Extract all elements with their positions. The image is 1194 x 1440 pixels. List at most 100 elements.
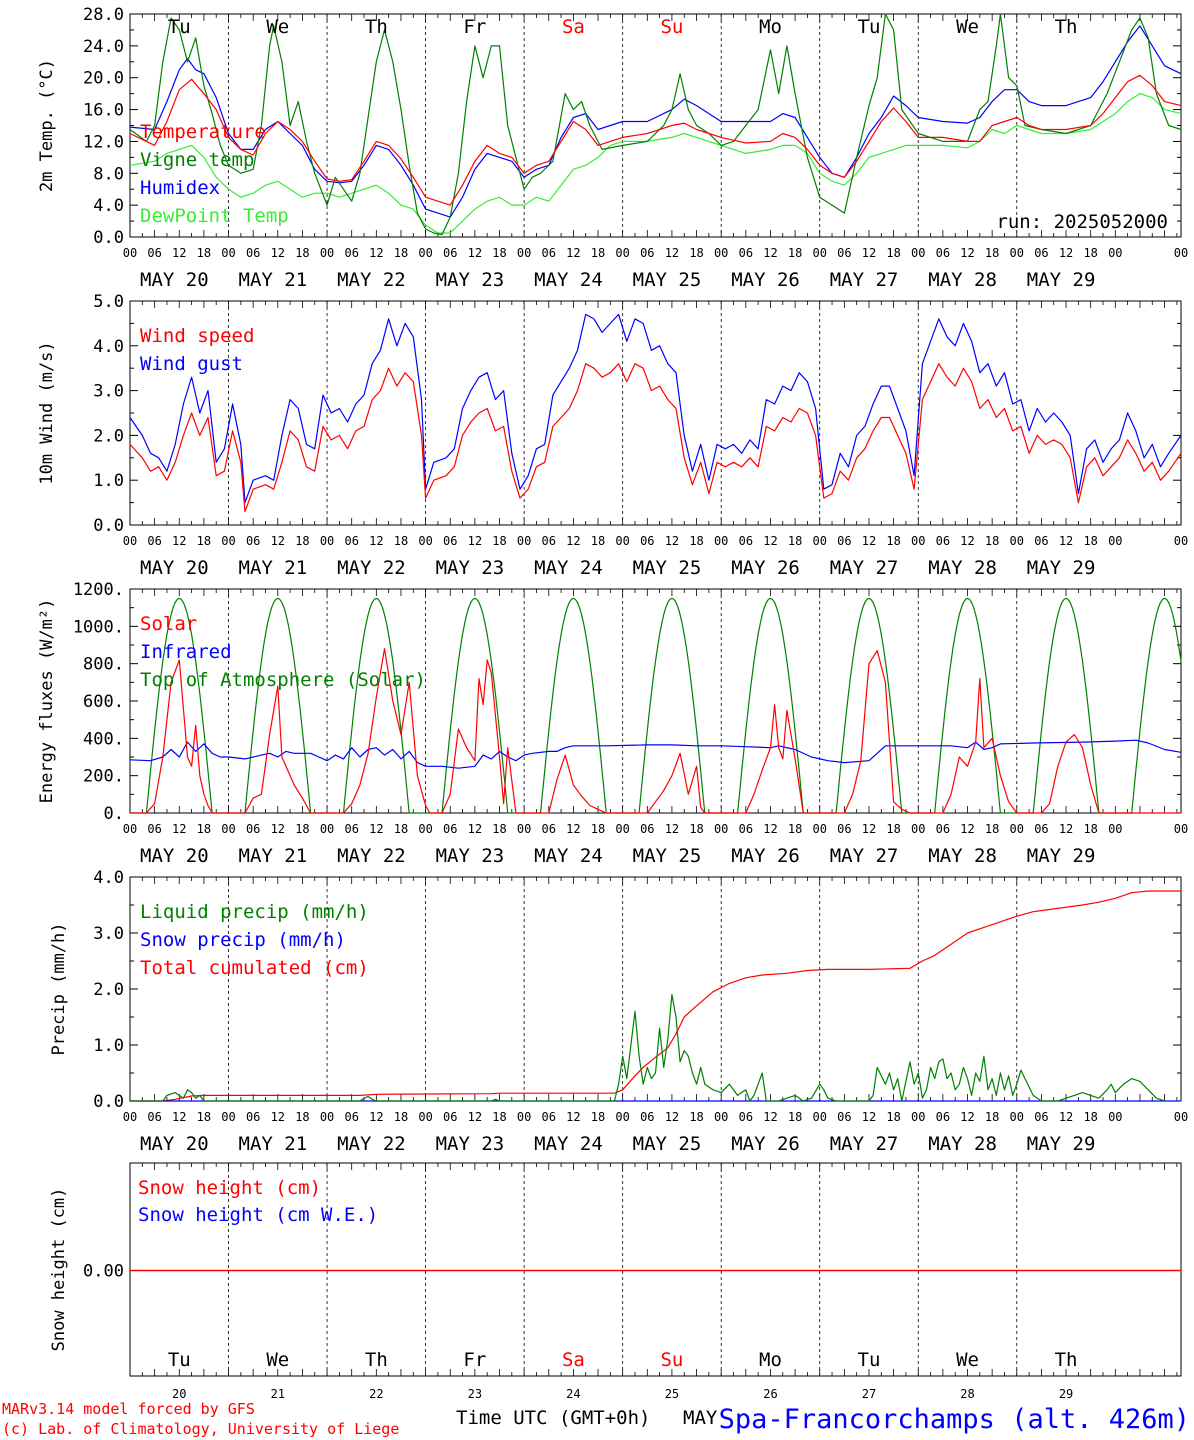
panel-5: Snow height (cm) 0.00 Snow height (cm) Snow… xyxy=(49,1162,1182,1377)
hour-tick-label: 00 xyxy=(517,1110,531,1124)
hour-tick-label: 12 xyxy=(1059,534,1073,548)
hour-tick-label: 12 xyxy=(566,1110,580,1124)
hour-tick-label: 18 xyxy=(295,534,309,548)
weekday-label: Mo xyxy=(759,16,782,38)
date-label: MAY 22 xyxy=(337,1133,406,1155)
hour-tick-label: 18 xyxy=(689,822,703,836)
hour-tick-label: 00 xyxy=(517,534,531,548)
hour-tick-label: 12 xyxy=(271,246,285,260)
hour-tick-label: 18 xyxy=(591,1110,605,1124)
weekday-label: Sa xyxy=(562,16,585,38)
date-label: MAY 29 xyxy=(1027,845,1096,867)
hour-tick-label: 18 xyxy=(788,1110,802,1124)
month-label: MAY xyxy=(683,1407,718,1429)
hour-tick-label: 12 xyxy=(468,246,482,260)
hour-tick-label: 00 xyxy=(418,1110,432,1124)
hour-tick-label: 18 xyxy=(394,246,408,260)
hour-tick-label: 06 xyxy=(739,822,753,836)
date-label: MAY 27 xyxy=(830,1133,899,1155)
hour-tick-label: 12 xyxy=(271,534,285,548)
series-line-liquid-precip-mm-h xyxy=(130,994,1165,1102)
hour-tick-label: 06 xyxy=(739,246,753,260)
day-number-label: 21 xyxy=(271,1387,285,1401)
weekday-label: Fr xyxy=(463,16,486,38)
hour-tick-label: 18 xyxy=(492,246,506,260)
hour-tick-label: 06 xyxy=(542,246,556,260)
weekday-label: Tu xyxy=(858,1349,881,1371)
hour-tick-label: 18 xyxy=(1083,822,1097,836)
day-number-label: 20 xyxy=(172,1387,186,1401)
hour-tick-label: 12 xyxy=(468,822,482,836)
hour-tick-label: 12 xyxy=(960,246,974,260)
hour-tick-label: 12 xyxy=(566,534,580,548)
hour-tick-label: 12 xyxy=(369,534,383,548)
hour-tick-label: 00 xyxy=(911,534,925,548)
date-label: MAY 22 xyxy=(337,845,406,867)
y-axis-label: 10m Wind (m/s) xyxy=(37,341,57,484)
date-label: MAY 21 xyxy=(239,845,308,867)
hour-tick-label: 00 xyxy=(221,534,235,548)
weekday-label: Th xyxy=(365,16,388,38)
y-tick-label: 0.0 xyxy=(93,1092,124,1112)
y-tick-label: 4.0 xyxy=(93,196,124,216)
hour-tick-label: 06 xyxy=(936,1110,950,1124)
legend-entry: Infrared xyxy=(140,641,232,663)
date-label: MAY 27 xyxy=(830,845,899,867)
hour-tick-label: 06 xyxy=(246,534,260,548)
hour-tick-label: 12 xyxy=(862,822,876,836)
weekday-label: We xyxy=(266,1349,289,1371)
hour-tick-label: 00 xyxy=(1174,1110,1188,1124)
legend-entry: Snow height (cm W.E.) xyxy=(138,1204,378,1226)
hour-tick-label: 00 xyxy=(615,822,629,836)
y-tick-label: 400. xyxy=(83,729,124,749)
y-tick-label: 20.0 xyxy=(83,69,124,89)
hour-tick-label: 18 xyxy=(788,246,802,260)
hour-tick-label: 18 xyxy=(197,534,211,548)
hour-tick-label: 00 xyxy=(1108,1110,1122,1124)
hour-tick-label: 00 xyxy=(418,246,432,260)
series-line-wind-gust xyxy=(129,313,1182,504)
date-label: MAY 25 xyxy=(633,845,702,867)
hour-tick-label: 18 xyxy=(886,534,900,548)
hour-tick-label: 12 xyxy=(566,246,580,260)
series-line-top-of-atmosphere-solar xyxy=(130,597,1182,814)
y-tick-label: 3.0 xyxy=(93,924,124,944)
y-tick-label: 800. xyxy=(83,655,124,675)
series-line-temperature xyxy=(129,74,1182,206)
series-line-solar xyxy=(130,648,1181,814)
hour-tick-label: 00 xyxy=(911,822,925,836)
hour-tick-label: 18 xyxy=(492,822,506,836)
panel-1: 00 06 12 18 00 06 12 18 00 06 12 18 00 06 12 18 00 06 12 18… xyxy=(37,5,1188,291)
legend-entry: Liquid precip (mm/h) xyxy=(140,901,369,923)
date-label: MAY 23 xyxy=(436,845,505,867)
hour-tick-label: 06 xyxy=(1034,246,1048,260)
hour-tick-label: 12 xyxy=(1059,246,1073,260)
date-label: MAY 29 xyxy=(1027,1133,1096,1155)
day-number-label: 29 xyxy=(1059,1387,1073,1401)
hour-tick-label: 00 xyxy=(320,822,334,836)
y-tick-label: 3.0 xyxy=(93,382,124,402)
date-label: MAY 28 xyxy=(928,1133,997,1155)
day-number-label: 22 xyxy=(369,1387,383,1401)
weekday-label: Sa xyxy=(562,1349,585,1371)
weekday-label: Su xyxy=(660,1349,683,1371)
hour-tick-label: 06 xyxy=(246,822,260,836)
weekday-label: Tu xyxy=(168,16,191,38)
hour-tick-label: 12 xyxy=(468,534,482,548)
y-axis-label: Snow height (cm) xyxy=(49,1188,69,1352)
y-axis-label: 2m Temp. (°C) xyxy=(37,59,57,192)
hour-tick-label: 00 xyxy=(714,534,728,548)
legend-entry: Vigne temp xyxy=(140,149,254,171)
hour-tick-label: 00 xyxy=(221,822,235,836)
hour-tick-label: 18 xyxy=(886,822,900,836)
hour-tick-label: 18 xyxy=(394,822,408,836)
hour-tick-label: 18 xyxy=(985,534,999,548)
day-number-label: 26 xyxy=(763,1387,777,1401)
hour-tick-label: 12 xyxy=(369,1110,383,1124)
series-line-dewpoint-temp xyxy=(129,93,1182,234)
date-label: MAY 21 xyxy=(239,1133,308,1155)
hour-tick-label: 12 xyxy=(172,246,186,260)
hour-tick-label: 12 xyxy=(763,1110,777,1124)
hour-tick-label: 06 xyxy=(147,1110,161,1124)
